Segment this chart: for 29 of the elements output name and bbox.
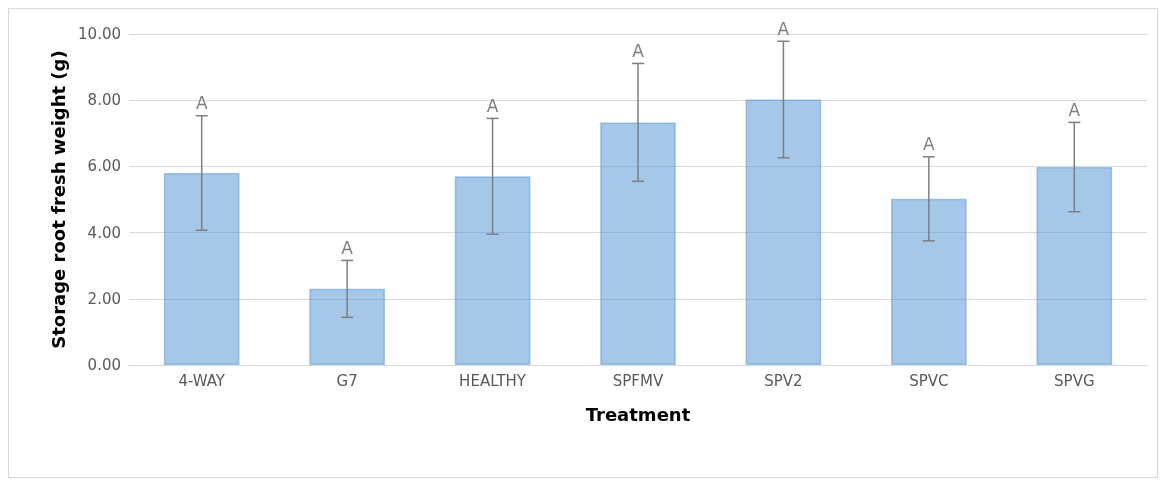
annotation: A — [632, 40, 645, 61]
x-tick-label: HEALTHY — [459, 371, 527, 390]
y-tick-label: 8.00 — [87, 91, 121, 110]
bar — [600, 122, 676, 365]
bar — [309, 288, 385, 365]
annotation: A — [1068, 99, 1081, 120]
annotation: A — [195, 93, 208, 114]
bar — [745, 99, 822, 365]
y-tick-label: 0.00 — [87, 356, 121, 374]
bar — [163, 173, 240, 365]
y-tick-label: 10.00 — [78, 25, 121, 43]
y-axis-title: Storage root fresh weight (g) — [47, 50, 69, 349]
x-tick-label: 4-WAY — [178, 371, 226, 390]
bar — [891, 198, 967, 365]
annotation: A — [777, 18, 790, 39]
annotation: A — [486, 95, 499, 116]
y-tick-label: 2.00 — [87, 289, 121, 308]
y-tick-label: 6.00 — [87, 157, 121, 176]
bar — [1036, 167, 1113, 365]
y-tick-label: 4.00 — [87, 223, 121, 242]
annotation: A — [341, 237, 354, 258]
x-tick-label: SPVG — [1054, 371, 1095, 390]
bar — [454, 176, 531, 365]
annotation: A — [923, 134, 936, 155]
x-tick-label: SPFMV — [612, 371, 664, 390]
x-axis-title: Treatment — [585, 403, 691, 425]
x-tick-label: G7 — [336, 371, 358, 390]
x-tick-label: SPV2 — [764, 371, 803, 390]
x-tick-label: SPVC — [909, 371, 949, 390]
